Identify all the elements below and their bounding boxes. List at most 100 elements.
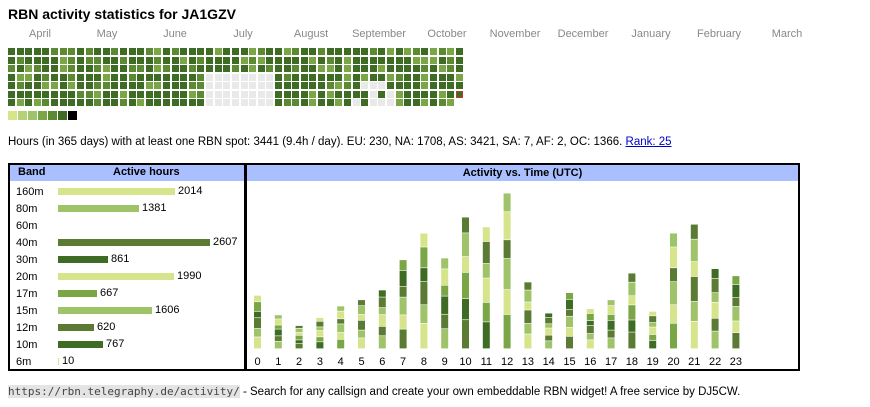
heatmap-cell	[111, 65, 118, 72]
hour-bar-segment	[482, 302, 490, 322]
hour-bar-segment	[316, 337, 324, 342]
heatmap-cell	[231, 82, 239, 89]
heatmap-cell	[412, 73, 420, 81]
heatmap-cell	[94, 99, 101, 106]
band-name: 40m	[16, 237, 38, 249]
heatmap-cell	[438, 73, 446, 81]
heatmap-cell	[25, 99, 32, 106]
heatmap-cell	[59, 99, 67, 106]
heatmap-cell	[300, 82, 308, 89]
heatmap-cell	[76, 56, 84, 64]
heatmap-cell	[292, 65, 299, 72]
hour-tick-label: 20	[667, 356, 679, 368]
heatmap-cell	[25, 48, 32, 55]
heatmap-cell	[378, 73, 385, 81]
hour-bar-segment	[586, 325, 594, 334]
hour-bar-segment	[399, 315, 407, 329]
heatmap-cell	[119, 99, 127, 106]
heatmap-cell	[128, 65, 136, 72]
heatmap-cell	[171, 56, 179, 64]
heatmap-cell	[404, 56, 411, 64]
heatmap-cell	[249, 99, 256, 106]
heatmap-cell	[128, 56, 136, 64]
heatmap-cell	[404, 48, 411, 55]
month-labels: April May June July August September October No…	[0, 28, 870, 40]
heatmap-cell	[438, 90, 446, 98]
band-row: 30m 861	[10, 251, 244, 268]
heatmap-cell	[421, 65, 428, 72]
hour-bar-segment	[316, 342, 324, 349]
hour-bar-segment	[254, 318, 261, 329]
band-row: 6m 10	[10, 353, 244, 370]
heatmap-cell	[421, 90, 428, 98]
heatmap-cell	[292, 90, 299, 98]
month-label-november: November	[489, 28, 541, 40]
hour-bar-segment	[503, 289, 511, 315]
heatmap-cell	[206, 90, 213, 98]
heatmap-cell	[369, 90, 377, 98]
hour-bar-segment	[607, 330, 615, 338]
heatmap-cell	[42, 82, 49, 89]
heatmap-cell	[369, 56, 377, 64]
hour-bar-segment	[462, 217, 469, 233]
hour-bar-segment	[441, 258, 449, 269]
heatmap-cell	[111, 82, 118, 89]
hour-bar-segment	[586, 333, 594, 340]
hour-tick-label: 7	[400, 356, 406, 368]
heatmap-cell	[119, 56, 127, 64]
heatmap-cell	[51, 82, 58, 89]
band-hours-value: 10	[62, 355, 75, 367]
heatmap-cell	[145, 48, 153, 55]
heatmap-cell	[85, 65, 93, 72]
heatmap-cell	[171, 90, 179, 98]
hour-bar-segment	[378, 336, 386, 349]
band-hours-bar	[58, 358, 59, 365]
hour-tick-label: 8	[421, 356, 427, 368]
heatmap-cell	[231, 73, 239, 81]
heatmap-cell	[137, 65, 144, 72]
hour-bar-segment	[254, 328, 261, 337]
rank-link[interactable]: Rank: 25	[625, 136, 672, 148]
heatmap-cell	[171, 82, 179, 89]
heatmap-cell	[318, 65, 325, 72]
heatmap-cell	[214, 82, 222, 89]
heatmap-cell	[240, 99, 248, 106]
hour-bar-segment	[337, 319, 345, 324]
month-label-september: September	[352, 28, 406, 40]
heatmap-cell	[447, 48, 454, 55]
hour-bar	[690, 224, 698, 349]
heatmap-cell	[16, 73, 24, 81]
band-hours-value: 767	[106, 338, 125, 350]
heatmap-cell	[335, 99, 342, 106]
month-label-august: August	[293, 28, 329, 40]
hour-tick-label: 0	[254, 356, 260, 368]
heatmap-cell	[352, 99, 360, 106]
hour-bar-segment	[545, 324, 553, 328]
heatmap-cell	[326, 73, 334, 81]
hour-bar-segment	[586, 340, 594, 349]
time-chart: Activity vs. Time (UTC) 0 1 2 3 4 5 6 7 8 9 10 11 12…	[245, 163, 800, 371]
heatmap-cell	[145, 82, 153, 89]
heatmap-cell	[8, 56, 15, 64]
heatmap-cell	[369, 99, 377, 106]
hour-bar-segment	[711, 293, 719, 302]
hour-bar-segment	[607, 314, 615, 321]
band-row: 17m 667	[10, 285, 244, 302]
hour-bar-segment	[524, 323, 532, 334]
heatmap-cell	[42, 99, 49, 106]
heatmap-cell	[275, 56, 282, 64]
heatmap-cell	[171, 73, 179, 81]
hour-bar	[482, 227, 490, 349]
heatmap-cell	[180, 48, 187, 55]
hour-bar-segment	[441, 314, 449, 329]
band-name: 160m	[16, 186, 44, 198]
heatmap-cell	[76, 65, 84, 72]
heatmap-cell	[42, 56, 49, 64]
hour-tick-label: 11	[481, 356, 492, 368]
heatmap-cell	[154, 73, 161, 81]
heatmap-cell	[335, 82, 342, 89]
footer-url[interactable]: https://rbn.telegraphy.de/activity/	[8, 385, 240, 398]
heatmap-cell	[51, 99, 58, 106]
hour-bar-segment	[545, 317, 553, 324]
hour-bar-segment	[358, 314, 365, 321]
